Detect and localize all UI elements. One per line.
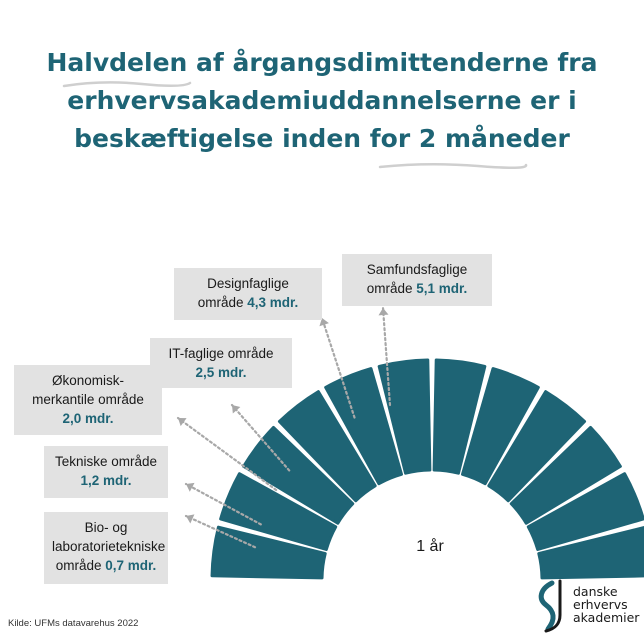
category-label: merkantile område <box>32 392 144 407</box>
underline-squiggle-icon <box>378 162 528 169</box>
title-line: beskæftigelse inden for 2 måneder <box>74 124 570 153</box>
pointer-arrowhead <box>186 514 195 524</box>
logo-mark-icon <box>538 579 562 633</box>
logo-text: danske erhvervs akademier <box>573 585 639 624</box>
month-segment <box>432 358 487 475</box>
category-label: laboratorietekniske <box>52 539 166 554</box>
category-label: Designfaglige <box>207 276 289 291</box>
month-segment <box>526 472 644 551</box>
pointer-line <box>176 416 278 492</box>
month-segment <box>242 425 355 525</box>
pointer-line <box>320 316 356 419</box>
pointer-line <box>230 403 291 472</box>
pointer-line <box>184 514 257 549</box>
category-value: 2,5 mdr. <box>195 365 247 380</box>
category-box: Samfundsfaglige område 5,1 mdr. <box>342 254 492 306</box>
month-segment <box>324 367 403 486</box>
category-label: Tekniske område <box>54 454 158 469</box>
logo-line: erhvervs <box>573 597 628 612</box>
pointer-arrowhead <box>319 318 329 327</box>
category-box: Økonomisk-merkantile område 2,0 mdr. <box>14 365 162 435</box>
category-box: Tekniske område 1,2 mdr. <box>44 446 168 498</box>
category-value: 5,1 mdr. <box>416 281 468 296</box>
pointer-arrowhead <box>178 418 187 427</box>
pointer-arrowhead <box>232 405 241 414</box>
month-segment <box>509 425 622 525</box>
center-label: 1 år <box>416 538 444 555</box>
category-label: område <box>55 558 102 573</box>
month-segment <box>461 367 540 486</box>
category-label: område <box>366 281 413 296</box>
month-segment <box>377 358 432 475</box>
source-note: Kilde: UFMs datavarehus 2022 <box>8 618 139 629</box>
category-label: Samfundsfaglige <box>366 262 468 277</box>
logo-line: danske <box>573 584 618 599</box>
month-segment <box>277 390 377 503</box>
month-segment <box>219 472 338 551</box>
pointer-line <box>381 306 392 407</box>
category-box: Designfaglige område 4,3 mdr. <box>174 268 322 320</box>
pointer-line <box>184 482 262 526</box>
category-label: Økonomisk- <box>51 373 124 388</box>
logo-line: akademier <box>573 610 640 625</box>
category-label: IT-faglige område <box>168 346 274 361</box>
category-value: 2,0 mdr. <box>62 411 114 426</box>
category-label: Bio- og <box>84 520 128 535</box>
pointer-arrowhead <box>378 308 389 316</box>
category-value: 4,3 mdr. <box>247 295 299 310</box>
underline-squiggle-icon <box>62 81 192 88</box>
category-label: område <box>197 295 244 310</box>
month-segment <box>537 525 644 580</box>
category-value: 1,2 mdr. <box>80 473 132 488</box>
category-box: Bio- og laboratorietekniske område 0,7 mdr… <box>44 512 168 584</box>
chart-title: Halvdelen af årgangsdimittenderne fra er… <box>30 44 614 158</box>
title-line: erhvervsakademiuddannelserne er i <box>67 86 577 115</box>
pointer-arrowhead <box>186 482 195 492</box>
category-value: 0,7 mdr. <box>105 558 157 573</box>
category-box: IT-faglige område 2,5 mdr. <box>150 338 292 388</box>
title-line: Halvdelen af årgangsdimittenderne fra <box>46 48 598 77</box>
month-segment <box>487 390 587 503</box>
